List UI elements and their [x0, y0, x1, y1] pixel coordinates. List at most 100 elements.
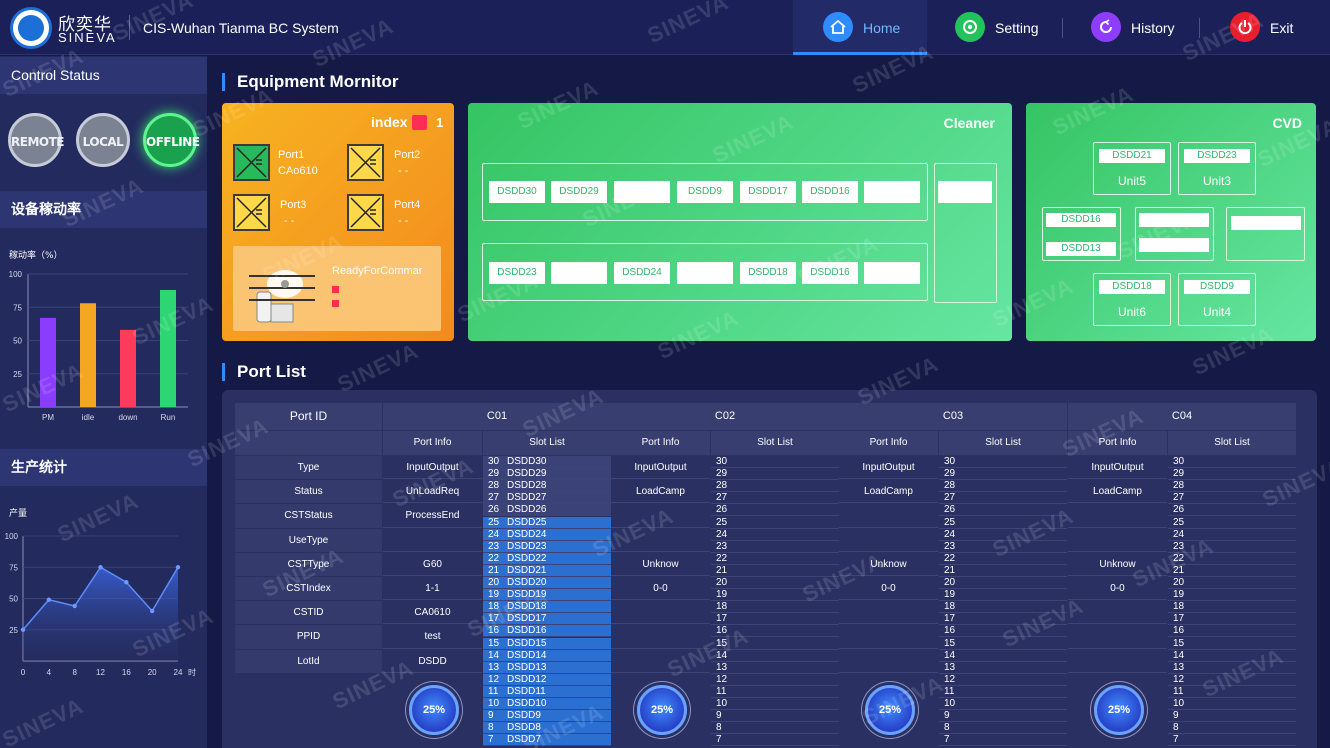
slot-row[interactable] [939, 553, 1067, 565]
slot-row[interactable] [483, 564, 611, 577]
slot-row[interactable] [1168, 553, 1296, 565]
slot-row[interactable] [711, 565, 839, 577]
slot-row[interactable] [711, 601, 839, 614]
remote-mode-button[interactable]: REMOTE [8, 113, 64, 167]
slot-row[interactable] [1168, 480, 1296, 493]
slot-row[interactable] [711, 492, 839, 505]
slot-row[interactable] [1168, 529, 1296, 541]
nav-history-button[interactable]: History [1091, 0, 1181, 55]
slot-row[interactable] [483, 698, 611, 711]
slot-row[interactable] [1168, 674, 1296, 686]
port4-icon[interactable] [347, 194, 384, 231]
slot-row[interactable] [711, 589, 839, 602]
slot-row[interactable] [483, 480, 611, 493]
slot-row[interactable] [939, 734, 1067, 747]
slot-row[interactable] [1168, 662, 1296, 674]
slot-row[interactable] [939, 674, 1067, 686]
slot-row[interactable] [939, 613, 1067, 626]
cleaner-slot[interactable]: DSDD16 [802, 181, 858, 203]
slot-row[interactable] [939, 601, 1067, 614]
offline-mode-button[interactable]: OFFLINE [143, 113, 200, 167]
slot-row[interactable] [1168, 504, 1296, 517]
slot-row[interactable] [711, 517, 839, 529]
slot-row[interactable] [939, 722, 1067, 735]
slot-row[interactable] [1168, 710, 1296, 723]
slot-row[interactable] [711, 638, 839, 650]
cleaner-slot[interactable]: DSDD17 [740, 181, 796, 203]
slot-row[interactable] [483, 552, 611, 565]
slot-row[interactable] [1168, 492, 1296, 505]
slot-row[interactable] [939, 686, 1067, 698]
slot-row[interactable] [483, 685, 611, 698]
slot-row[interactable] [711, 504, 839, 517]
slot-row[interactable] [483, 734, 611, 747]
slot-row[interactable] [939, 468, 1067, 481]
slot-row[interactable] [939, 541, 1067, 553]
slot-row[interactable] [711, 686, 839, 698]
slot-row[interactable] [483, 540, 611, 553]
slot-row[interactable] [939, 492, 1067, 505]
slot-row[interactable] [483, 625, 611, 638]
slot-row[interactable] [483, 492, 611, 505]
slot-row[interactable] [1168, 468, 1296, 481]
slot-row[interactable] [939, 517, 1067, 529]
nav-exit-button[interactable]: Exit [1230, 0, 1310, 55]
slot-row[interactable] [483, 722, 611, 735]
slot-row[interactable] [483, 649, 611, 662]
cleaner-slot[interactable]: DSDD23 [489, 262, 545, 284]
local-mode-button[interactable]: LOCAL [76, 113, 130, 167]
cleaner-slot[interactable] [677, 262, 733, 284]
cleaner-slot[interactable]: DSDD29 [551, 181, 607, 203]
slot-row[interactable] [939, 710, 1067, 723]
port2-icon[interactable] [347, 144, 384, 181]
cvd-unit6[interactable]: DSDD18 Unit6 [1093, 273, 1171, 326]
slot-row[interactable] [939, 638, 1067, 650]
slot-row[interactable] [711, 541, 839, 553]
slot-row[interactable] [483, 577, 611, 590]
slot-row[interactable] [939, 504, 1067, 517]
slot-row[interactable] [939, 662, 1067, 674]
slot-row[interactable] [711, 710, 839, 723]
slot-row[interactable] [711, 577, 839, 590]
cleaner-slot[interactable] [614, 181, 670, 203]
port1-icon[interactable] [233, 144, 270, 181]
slot-row[interactable] [1168, 456, 1296, 469]
slot-row[interactable] [711, 662, 839, 674]
slot-row[interactable] [939, 650, 1067, 662]
cvd-unit3[interactable]: DSDD23 Unit3 [1178, 142, 1256, 195]
slot-row[interactable] [1168, 722, 1296, 735]
slot-row[interactable] [483, 504, 611, 517]
slot-row[interactable] [939, 529, 1067, 541]
slot-row[interactable] [483, 468, 611, 481]
slot-row[interactable] [1168, 734, 1296, 747]
slot-row[interactable] [483, 589, 611, 602]
slot-row[interactable] [711, 674, 839, 686]
nav-setting-button[interactable]: Setting [955, 0, 1045, 55]
slot-row[interactable] [483, 673, 611, 686]
slot-row[interactable] [1168, 565, 1296, 577]
cleaner-slot[interactable] [864, 262, 920, 284]
slot-row[interactable] [483, 661, 611, 674]
nav-home-button[interactable]: Home [793, 0, 927, 55]
slot-row[interactable] [711, 722, 839, 735]
slot-row[interactable] [711, 650, 839, 662]
slot-row[interactable] [711, 529, 839, 541]
slot-row[interactable] [939, 577, 1067, 590]
slot-row[interactable] [711, 613, 839, 626]
slot-row[interactable] [483, 516, 611, 529]
cleaner-slot[interactable] [551, 262, 607, 284]
slot-row[interactable] [711, 480, 839, 493]
slot-row[interactable] [483, 637, 611, 650]
slot-row[interactable] [1168, 541, 1296, 553]
slot-row[interactable] [1168, 613, 1296, 626]
slot-row[interactable] [939, 625, 1067, 638]
cleaner-slot[interactable]: DSDD9 [677, 181, 733, 203]
slot-row[interactable] [1168, 650, 1296, 662]
slot-row[interactable] [483, 601, 611, 614]
slot-row[interactable] [1168, 601, 1296, 614]
slot-row[interactable] [483, 456, 611, 469]
slot-row[interactable] [711, 553, 839, 565]
slot-row[interactable] [1168, 625, 1296, 638]
cleaner-slot[interactable] [864, 181, 920, 203]
cleaner-slot[interactable]: DSDD18 [740, 262, 796, 284]
